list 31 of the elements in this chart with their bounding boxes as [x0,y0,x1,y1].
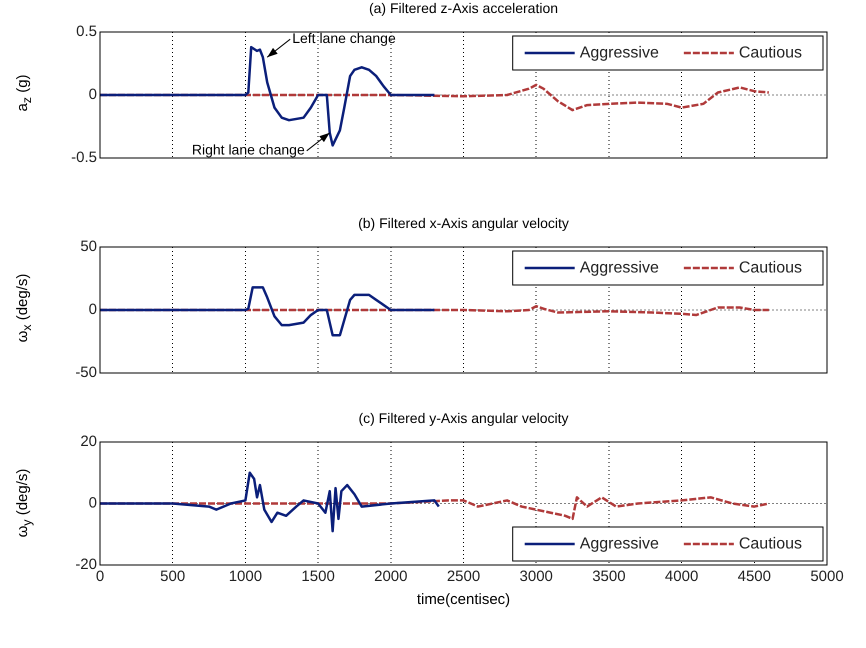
y-tick-label: -20 [75,556,97,574]
y-tick-label: 0 [88,86,97,104]
y-tick-label: 0 [88,301,97,318]
x-tick-label: 5000 [810,568,844,586]
x-tick-label: 2500 [446,568,480,586]
x-tick-label: 4000 [664,568,698,586]
y-tick-label: 50 [80,238,97,256]
legend-label: Aggressive [580,259,659,276]
x-tick-label: 1500 [301,568,335,586]
y-tick-label: -0.5 [71,149,97,166]
y-tick-label: 0.5 [76,23,97,40]
x-tick-label: 500 [160,568,186,586]
x-tick-label: 3000 [520,568,553,586]
annotation: Left lane change [292,30,396,46]
x-tick-label: 1000 [228,568,262,586]
legend-label: Aggressive [580,44,659,62]
x-axis-title: time(centisec) [416,591,512,608]
chart-title: (c) Filtered y-Axis angular velocity [357,410,570,426]
x-tick-label: 2000 [374,568,408,586]
legend-label: Cautious [738,535,802,552]
y-tick-label: 20 [80,433,97,450]
chart-title: (a) Filtered z-Axis acceleration [368,0,560,16]
x-tick-label: 4500 [738,568,771,586]
y-tick-label: -50 [75,364,97,382]
legend-label: Cautious [738,259,802,276]
chart-title: (b) Filtered x-Axis angular velocity [357,215,570,231]
x-tick-label: 3500 [592,568,626,586]
legend-label: Aggressive [580,535,659,552]
y-tick-label: 0 [88,494,97,512]
legend-label: Cautious [738,44,802,62]
annotation: Right lane change [192,142,305,158]
